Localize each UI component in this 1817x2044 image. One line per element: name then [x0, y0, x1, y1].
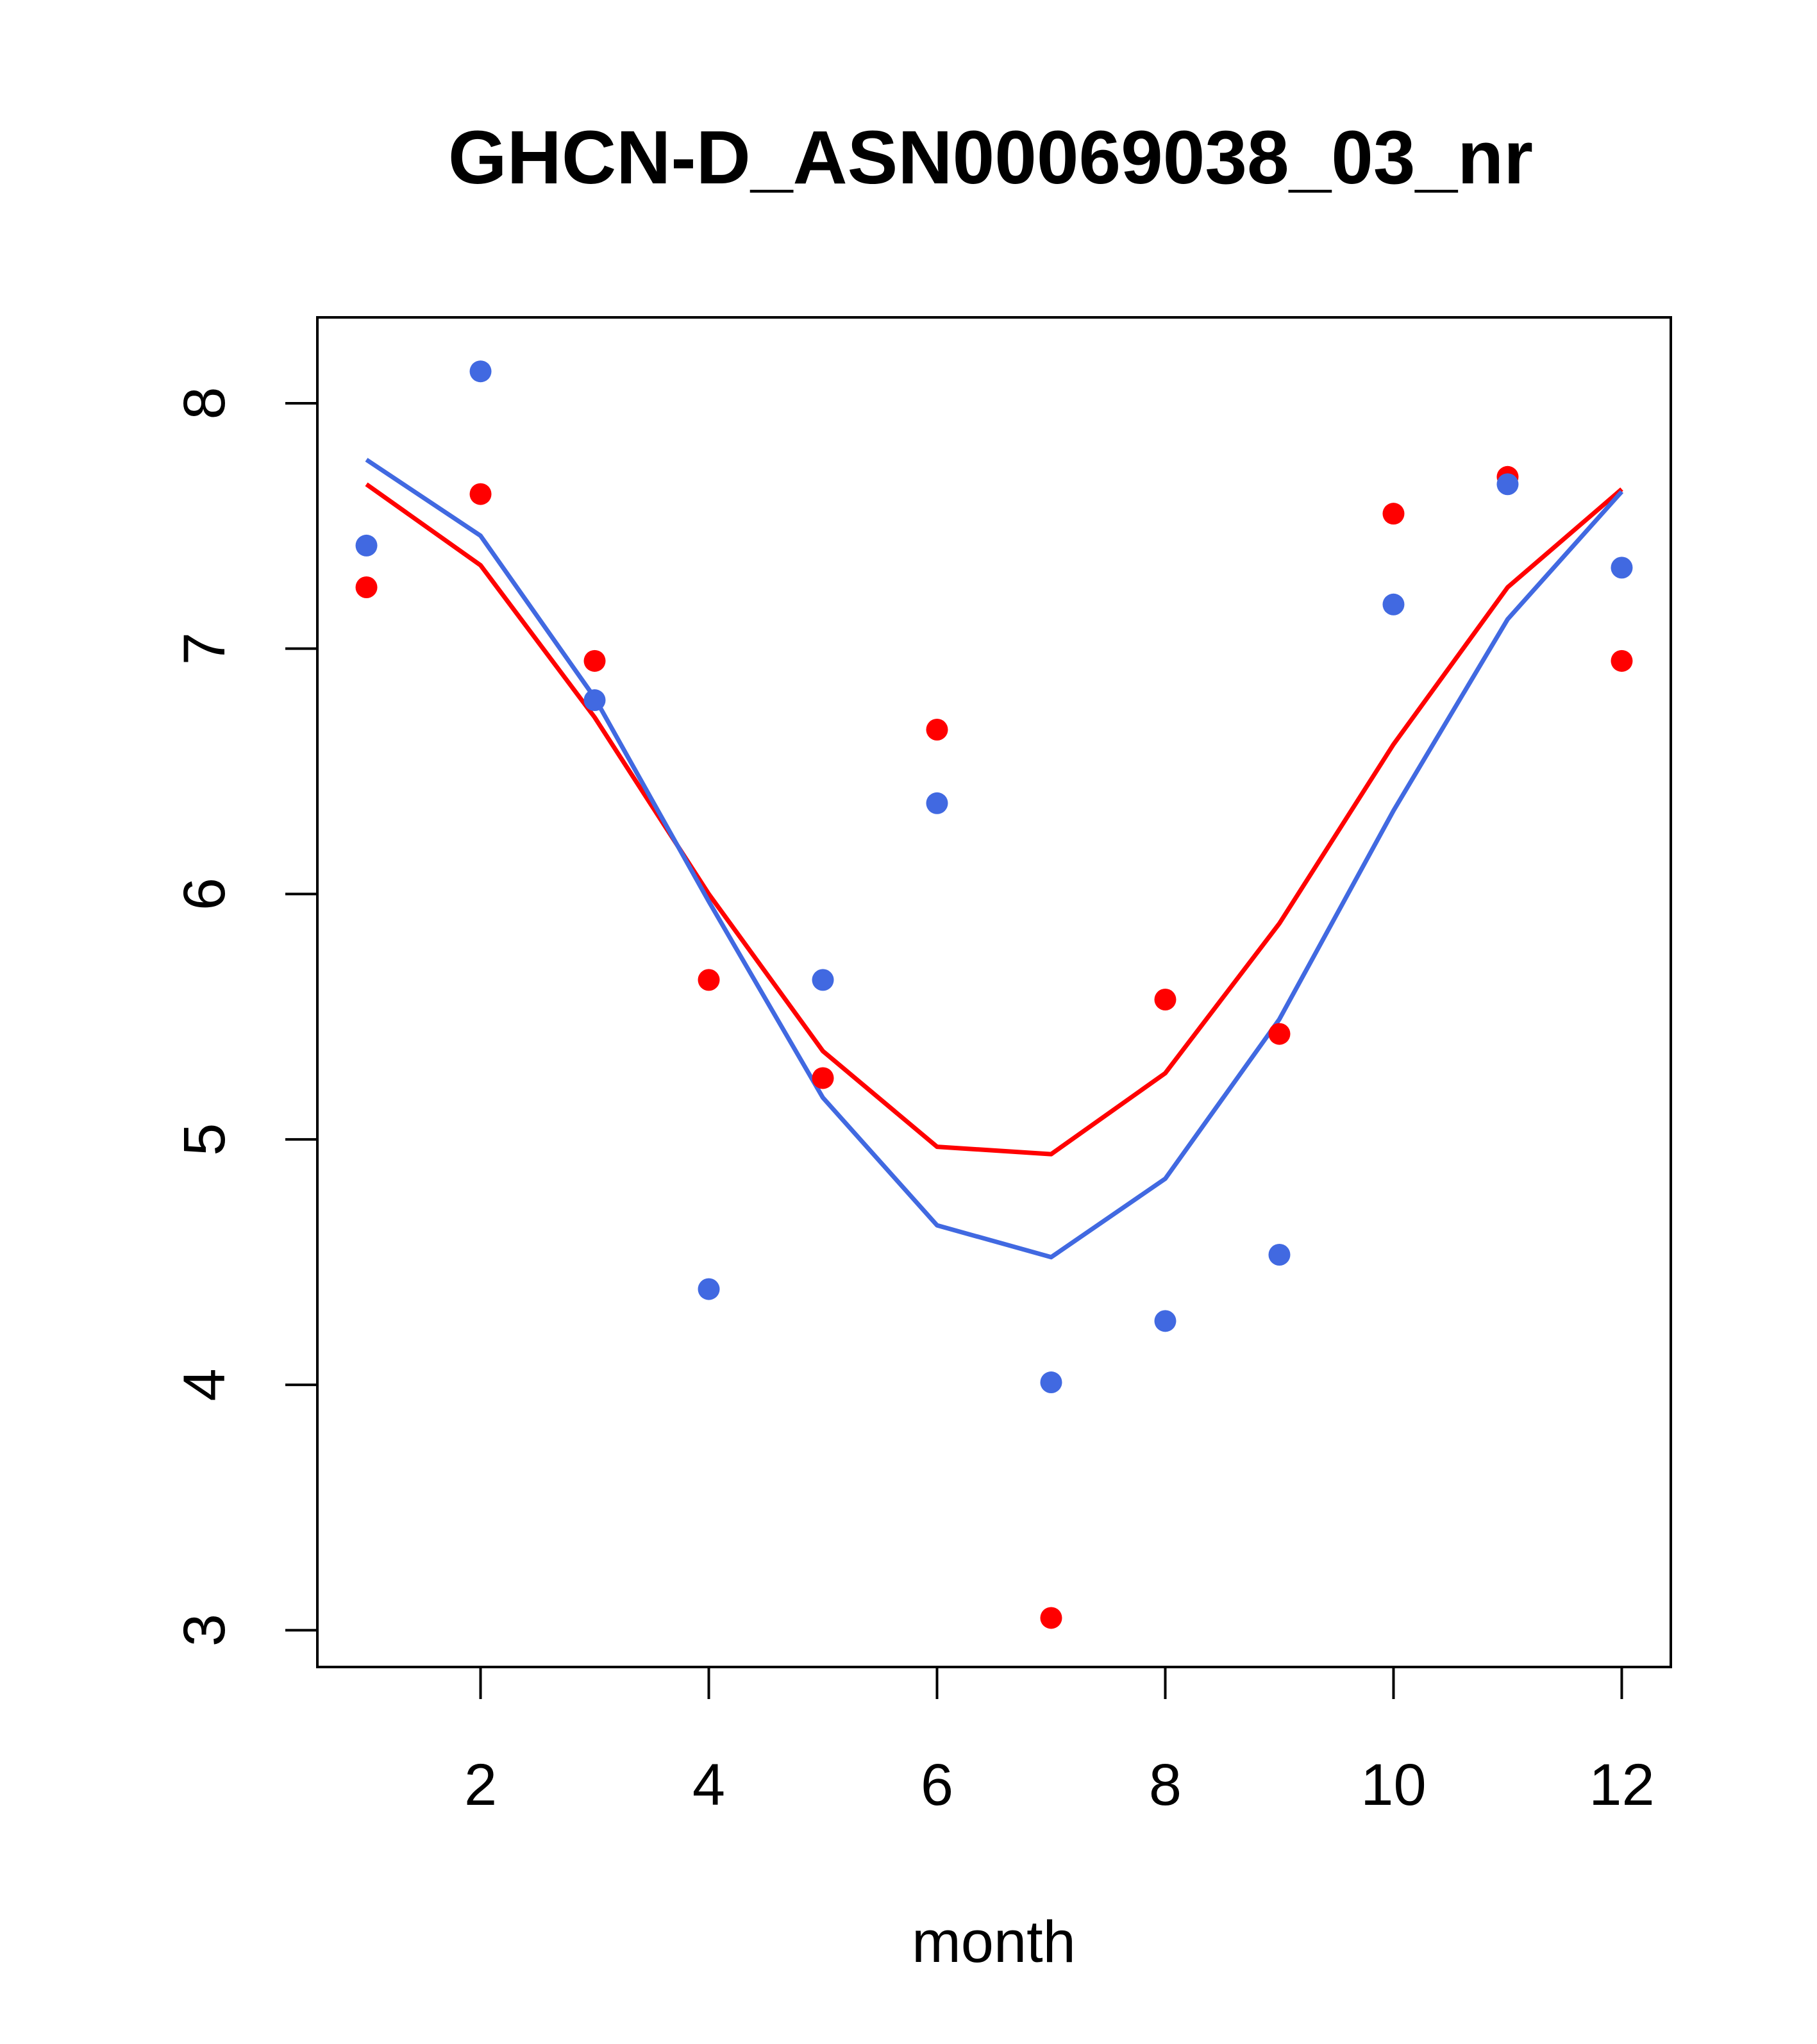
data-point	[583, 649, 606, 672]
data-point	[926, 718, 948, 741]
data-point	[812, 1067, 834, 1089]
y-tick-label: 7	[172, 632, 237, 665]
y-tick-label: 3	[172, 1614, 237, 1646]
data-point	[1268, 1023, 1291, 1045]
x-tick-label: 6	[921, 1752, 953, 1818]
data-point	[583, 689, 606, 712]
data-point	[469, 483, 492, 505]
data-point	[1611, 557, 1633, 579]
x-axis-label: month	[912, 1909, 1076, 1975]
y-axis: 3 4 5 6 7 8	[172, 387, 319, 1646]
data-point	[469, 360, 492, 383]
x-axis: 2 4 6 8 10 12	[464, 1666, 1655, 1818]
series-line	[365, 482, 1623, 1157]
data-point	[926, 792, 948, 814]
x-tick-label: 2	[464, 1752, 497, 1818]
series-layer	[355, 360, 1633, 1629]
chart-title: GHCN-D_ASN00069038_03_nr	[448, 115, 1533, 200]
data-point	[1382, 503, 1405, 525]
data-point	[355, 534, 378, 557]
data-point	[1154, 988, 1176, 1010]
y-tick-label: 6	[172, 878, 237, 910]
y-tick-label: 5	[172, 1123, 237, 1156]
x-tick-label: 10	[1361, 1752, 1426, 1818]
x-tick-label: 12	[1589, 1752, 1654, 1818]
plot-frame	[316, 316, 1672, 1668]
y-tick-label: 8	[172, 387, 237, 419]
series-line	[365, 458, 1624, 1260]
data-point	[1040, 1371, 1062, 1394]
data-point	[1611, 649, 1633, 672]
data-point	[1496, 473, 1519, 496]
data-point	[1040, 1607, 1062, 1629]
y-tick-label: 4	[172, 1368, 237, 1401]
data-point	[698, 1278, 720, 1300]
data-point	[1382, 593, 1405, 616]
data-point	[812, 969, 834, 991]
data-point	[1268, 1244, 1291, 1266]
x-tick-label: 4	[692, 1752, 725, 1818]
x-tick-label: 8	[1149, 1752, 1182, 1818]
data-point	[355, 576, 378, 598]
data-point	[698, 969, 720, 991]
data-point	[1154, 1310, 1176, 1332]
